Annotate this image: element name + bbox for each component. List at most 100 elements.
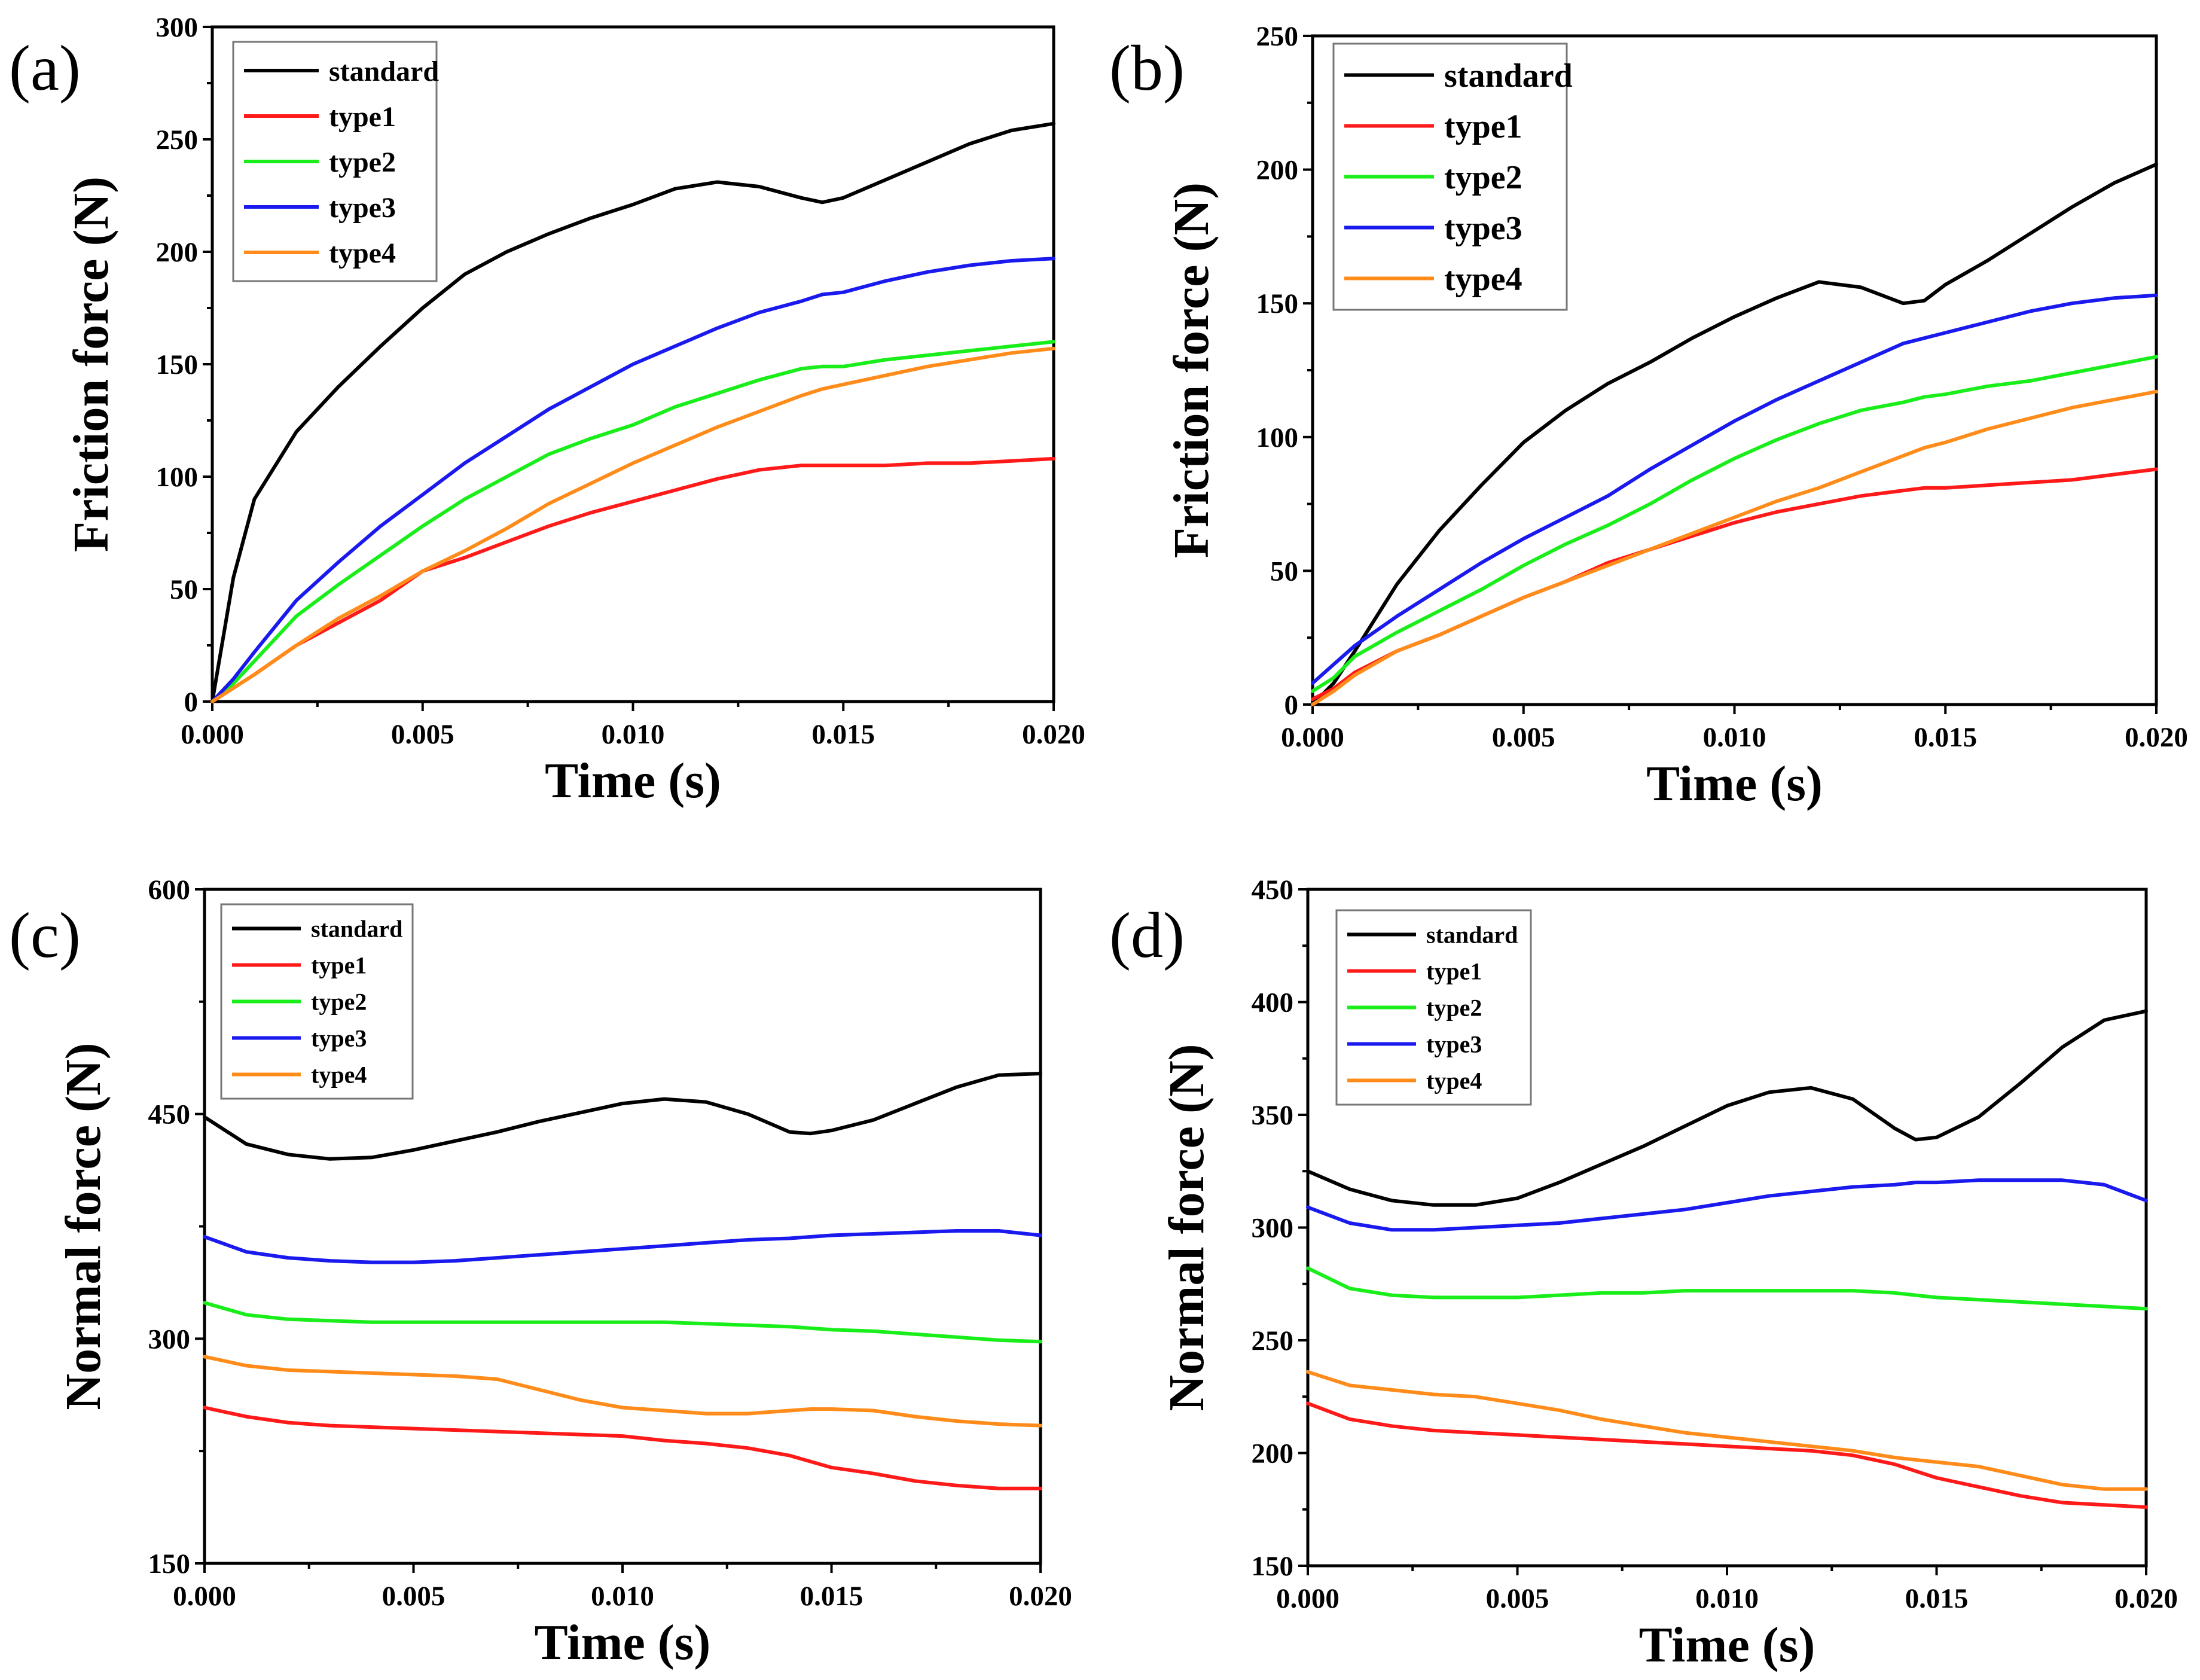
series-line-type1	[1306, 1401, 2148, 1509]
y-tick-label: 600	[148, 874, 191, 905]
y-tick-label: 450	[1252, 874, 1294, 905]
series-line-type4	[203, 1355, 1042, 1428]
legend: standard type1 type2 type3 type4	[232, 41, 439, 282]
y-tick-label: 300	[148, 1324, 191, 1355]
y-tick-label: 150	[1252, 1551, 1294, 1582]
legend: standard type1 type2 type3 type4	[1332, 42, 1573, 311]
x-tick-label: 0.000	[1281, 722, 1344, 753]
series-line-type2	[203, 1301, 1042, 1344]
x-axis-title: Time (s)	[1646, 756, 1823, 812]
series-line-type2	[1311, 355, 2158, 693]
series-line-type3	[1311, 293, 2158, 685]
y-tick-label: 400	[1252, 987, 1294, 1019]
series-line-standard	[203, 1072, 1042, 1161]
y-tick-label: 150	[156, 349, 199, 380]
y-tick-label: 50	[170, 574, 198, 605]
y-axis-title: Friction force (N)	[1164, 182, 1219, 558]
y-tick-label: 250	[1256, 21, 1299, 52]
x-tick-label: 0.015	[1905, 1583, 1969, 1614]
x-tick-label: 0.010	[1703, 722, 1766, 753]
legend-label-type2: type2	[329, 147, 396, 178]
panel-label: (b)	[1109, 33, 1185, 104]
legend-label-standard: standard	[1426, 922, 1518, 949]
legend-label-type1: type1	[311, 952, 367, 979]
legend-label-type3: type3	[329, 192, 396, 224]
legend-label-type4: type4	[1444, 261, 1522, 298]
x-axis-title: Time (s)	[535, 1615, 711, 1670]
y-tick-label: 250	[156, 124, 199, 156]
x-tick-label: 0.000	[1276, 1583, 1339, 1614]
legend-label-type3: type3	[1426, 1031, 1482, 1058]
y-axis-title: Normal force (N)	[56, 1042, 111, 1410]
x-tick-label: 0.015	[800, 1581, 863, 1612]
y-tick-label: 100	[1256, 422, 1299, 453]
series-line-type1	[210, 456, 1055, 703]
series-line-type4	[1311, 389, 2158, 706]
legend: standard type1 type2 type3 type4	[220, 903, 414, 1100]
series-line-type1	[203, 1405, 1042, 1490]
series-line-type3	[210, 257, 1055, 703]
y-tick-label: 450	[148, 1099, 191, 1130]
y-tick-label: 0	[1284, 690, 1299, 721]
legend: standard type1 type2 type3 type4	[1335, 909, 1532, 1106]
x-tick-label: 0.020	[2114, 1583, 2178, 1614]
legend-label-type4: type4	[311, 1062, 367, 1089]
x-tick-label: 0.020	[1022, 719, 1085, 750]
y-tick-label: 150	[148, 1548, 191, 1580]
x-tick-label: 0.000	[173, 1581, 236, 1612]
series-line-type1	[1311, 467, 2158, 702]
y-axis-title: Normal force (N)	[1159, 1044, 1215, 1411]
y-axis-title: Friction force (N)	[63, 176, 119, 552]
legend-label-type4: type4	[1426, 1068, 1482, 1094]
legend-label-type4: type4	[329, 237, 396, 269]
y-tick-label: 150	[1256, 288, 1299, 319]
x-tick-label: 0.000	[181, 719, 244, 750]
x-tick-label: 0.005	[382, 1581, 446, 1612]
y-tick-label: 200	[1256, 155, 1299, 186]
series-line-type3	[1306, 1178, 2148, 1232]
panel-label: (a)	[9, 33, 81, 104]
x-axis-title: Time (s)	[545, 753, 721, 809]
series-line-type4	[210, 346, 1055, 703]
y-tick-label: 100	[156, 462, 199, 493]
series-line-type2	[1306, 1266, 2148, 1311]
x-tick-label: 0.010	[1695, 1583, 1759, 1614]
y-tick-label: 300	[1252, 1213, 1294, 1244]
legend-label-standard: standard	[1444, 57, 1573, 94]
legend-label-standard: standard	[329, 56, 439, 87]
y-tick-label: 200	[1252, 1438, 1294, 1469]
x-tick-label: 0.005	[391, 719, 454, 750]
y-tick-label: 200	[156, 237, 199, 268]
y-tick-label: 300	[156, 12, 199, 43]
legend-label-type2: type2	[1444, 159, 1522, 196]
x-tick-label: 0.005	[1492, 722, 1555, 753]
chart-panel-d: 0.000 0.005 0.010 0.015 0.020 150 200 250 300 350…	[1109, 874, 2178, 1673]
chart-panel-b: 0.000 0.005 0.010 0.015 0.020 0 50 100 150 200 250…	[1109, 21, 2188, 812]
series-line-standard	[1306, 1009, 2148, 1207]
legend-label-type2: type2	[311, 989, 367, 1016]
y-tick-label: 0	[184, 687, 199, 718]
series-line-standard	[1311, 162, 2158, 706]
y-tick-label: 50	[1270, 556, 1298, 587]
x-tick-label: 0.015	[1914, 722, 1977, 753]
x-axis-title: Time (s)	[1639, 1617, 1815, 1673]
panel-label: (c)	[9, 900, 81, 971]
x-tick-label: 0.010	[591, 1581, 654, 1612]
series-line-standard	[210, 121, 1055, 703]
chart-panel-a: 0.000 0.005 0.010 0.015 0.020 0 50 100 150 200 250…	[9, 12, 1085, 809]
legend-label-type2: type2	[1426, 995, 1482, 1022]
series-line-type2	[210, 340, 1055, 703]
series-line-type4	[1306, 1370, 2148, 1491]
x-tick-label: 0.020	[1009, 1581, 1072, 1612]
legend-label-type1: type1	[1426, 958, 1482, 985]
legend-label-type1: type1	[1444, 108, 1522, 145]
x-tick-label: 0.005	[1486, 1583, 1549, 1614]
x-tick-label: 0.020	[2125, 722, 2188, 753]
x-tick-label: 0.015	[811, 719, 875, 750]
legend-label-type1: type1	[329, 101, 396, 133]
x-tick-label: 0.010	[602, 719, 665, 750]
legend-label-standard: standard	[311, 916, 402, 943]
legend-label-type3: type3	[311, 1025, 367, 1052]
panel-label: (d)	[1109, 900, 1185, 971]
